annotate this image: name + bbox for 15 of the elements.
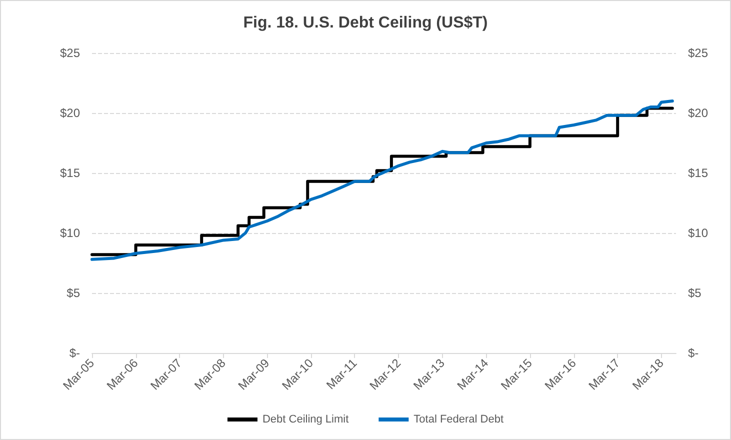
y-tick-label: $- xyxy=(69,346,80,360)
legend-label: Debt Ceiling Limit xyxy=(262,414,349,426)
y2-tick-label: $10 xyxy=(688,226,708,240)
y-tick-label: $10 xyxy=(60,226,80,240)
y-tick-label: $25 xyxy=(60,46,80,60)
legend-label: Total Federal Debt xyxy=(414,414,504,426)
y2-tick-label: $25 xyxy=(688,46,708,60)
y2-tick-label: $5 xyxy=(688,286,702,300)
y-tick-label: $15 xyxy=(60,166,80,180)
y-tick-label: $5 xyxy=(66,286,80,300)
y2-tick-label: $15 xyxy=(688,166,708,180)
y2-tick-label: $- xyxy=(688,346,699,360)
y2-tick-label: $20 xyxy=(688,106,708,120)
y-tick-label: $20 xyxy=(60,106,80,120)
chart-title: Fig. 18. U.S. Debt Ceiling (US$T) xyxy=(243,14,488,32)
